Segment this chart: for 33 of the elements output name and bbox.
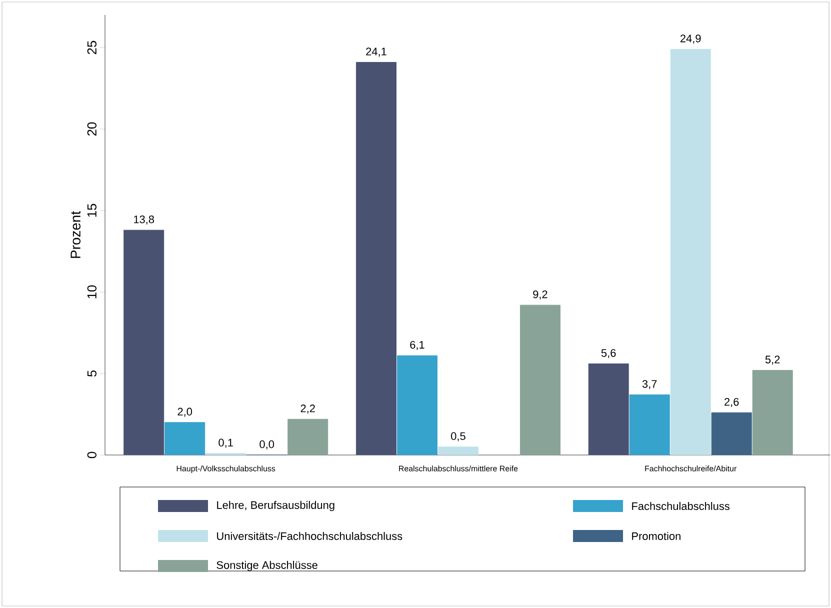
data-label: 9,2 <box>533 290 548 300</box>
data-label: 24,9 <box>680 34 701 44</box>
bar <box>164 422 206 455</box>
data-label: 3,7 <box>642 380 657 390</box>
data-label: 5,6 <box>601 349 616 358</box>
bar <box>711 412 752 455</box>
y-tick-label: 20 <box>87 122 96 136</box>
data-label: 2,0 <box>178 408 192 417</box>
bar <box>124 230 164 455</box>
bar <box>629 394 670 455</box>
y-axis-title: Prozent <box>70 211 80 258</box>
bar <box>588 363 629 455</box>
data-label: 0,5 <box>451 432 466 442</box>
y-tick-label: 15 <box>87 204 96 217</box>
legend-label: Sonstige Abschlüsse <box>216 560 318 572</box>
y-tick-label: 5 <box>87 370 96 377</box>
legend-label: Promotion <box>632 532 680 540</box>
data-label: 13,8 <box>134 215 154 225</box>
data-label: 0,0 <box>260 440 274 450</box>
data-label: 24,1 <box>366 48 386 57</box>
bar <box>356 62 396 455</box>
y-tick-label: 25 <box>87 40 96 54</box>
data-label: 6,1 <box>410 340 424 350</box>
data-label: 2,2 <box>300 404 315 414</box>
bar <box>396 355 438 455</box>
data-label: 0,1 <box>218 438 233 448</box>
data-label: 5,2 <box>765 356 780 365</box>
legend-label: Universitäts-/Fachhochschulabschluss <box>217 532 402 540</box>
y-tick-label: 0 <box>87 452 96 458</box>
legend-label: Lehre, Berufsausbildung <box>217 500 334 512</box>
data-label: 2,6 <box>724 398 739 408</box>
y-tick-label: 10 <box>87 285 96 298</box>
legend-label: Fachschulabschluss <box>632 502 730 510</box>
